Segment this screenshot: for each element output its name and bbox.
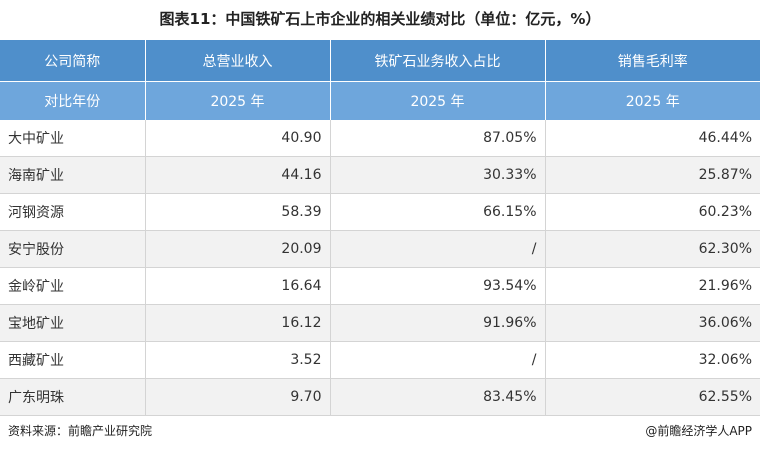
header-row: 公司简称 总营业收入 铁矿石业务收入占比 销售毛利率 xyxy=(0,40,760,82)
table-cell: 20.09 xyxy=(144,230,330,268)
table-cell: 21.96% xyxy=(544,267,760,305)
table-cell: 广东明珠 xyxy=(0,378,145,416)
table-row: 宝地矿业 16.12 91.96% 36.06% xyxy=(0,304,760,342)
table-cell: 西藏矿业 xyxy=(0,341,145,379)
table-cell: 25.87% xyxy=(544,156,760,194)
table-cell: 16.64 xyxy=(144,267,330,305)
table-cell: 83.45% xyxy=(329,378,545,416)
table-cell: 58.39 xyxy=(144,193,330,231)
table-row: 金岭矿业 16.64 93.54% 21.96% xyxy=(0,267,760,305)
column-header: 销售毛利率 xyxy=(544,40,760,82)
table-cell: 32.06% xyxy=(544,341,760,379)
table-cell: 87.05% xyxy=(329,120,545,157)
table-cell: 3.52 xyxy=(144,341,330,379)
table-cell: 9.70 xyxy=(144,378,330,416)
table-cell: 62.30% xyxy=(544,230,760,268)
table-cell: 93.54% xyxy=(329,267,545,305)
table-cell: 大中矿业 xyxy=(0,120,145,157)
table-row: 海南矿业 44.16 30.33% 25.87% xyxy=(0,156,760,194)
table-body: 大中矿业 40.90 87.05% 46.44% 海南矿业 44.16 30.33% 25.8… xyxy=(0,120,760,416)
title: 图表11：中国铁矿石上市企业的相关业绩对比（单位：亿元，%） xyxy=(159,10,601,28)
table-cell: 16.12 xyxy=(144,304,330,342)
table-cell: 海南矿业 xyxy=(0,156,145,194)
source: 资料来源：前瞻产业研究院 xyxy=(8,424,153,438)
table-cell: 66.15% xyxy=(329,193,545,231)
table-cell: 河钢资源 xyxy=(0,193,145,231)
column-header: 铁矿石业务收入占比 xyxy=(329,40,545,82)
table-cell: 宝地矿业 xyxy=(0,304,145,342)
table-cell: 40.90 xyxy=(144,120,330,157)
subheader-cell: 对比年份 xyxy=(0,81,145,120)
table-row: 安宁股份 20.09/62.30% xyxy=(0,230,760,268)
table-row: 西藏矿业 3.52/32.06% xyxy=(0,341,760,379)
table-cell: 46.44% xyxy=(544,120,760,157)
credit: @前瞻经济学人APP xyxy=(645,424,752,438)
table-cell: 30.33% xyxy=(329,156,545,194)
table-row: 河钢资源 58.39 66.15% 60.23% xyxy=(0,193,760,231)
table-cell: 91.96% xyxy=(329,304,545,342)
table-cell: 36.06% xyxy=(544,304,760,342)
table-cell: 62.55% xyxy=(544,378,760,416)
table-cell: / xyxy=(329,341,545,379)
table-row: 大中矿业 40.90 87.05% 46.44% xyxy=(0,120,760,157)
table-cell: 60.23% xyxy=(544,193,760,231)
table-cell: / xyxy=(329,230,545,268)
column-header: 公司简称 xyxy=(0,40,145,82)
subheader-cell: 2025 年 xyxy=(144,81,330,120)
table-row: 广东明珠 9.70 83.45% 62.55% xyxy=(0,378,760,416)
table-cell: 44.16 xyxy=(144,156,330,194)
table-cell: 安宁股份 xyxy=(0,230,145,268)
table-cell: 金岭矿业 xyxy=(0,267,145,305)
subheader-row: 对比年份 2025 年 2025 年 2025 年 xyxy=(0,81,760,120)
subheader-cell: 2025 年 xyxy=(329,81,545,120)
column-header: 总营业收入 xyxy=(144,40,330,82)
subheader-cell: 2025 年 xyxy=(544,81,760,120)
